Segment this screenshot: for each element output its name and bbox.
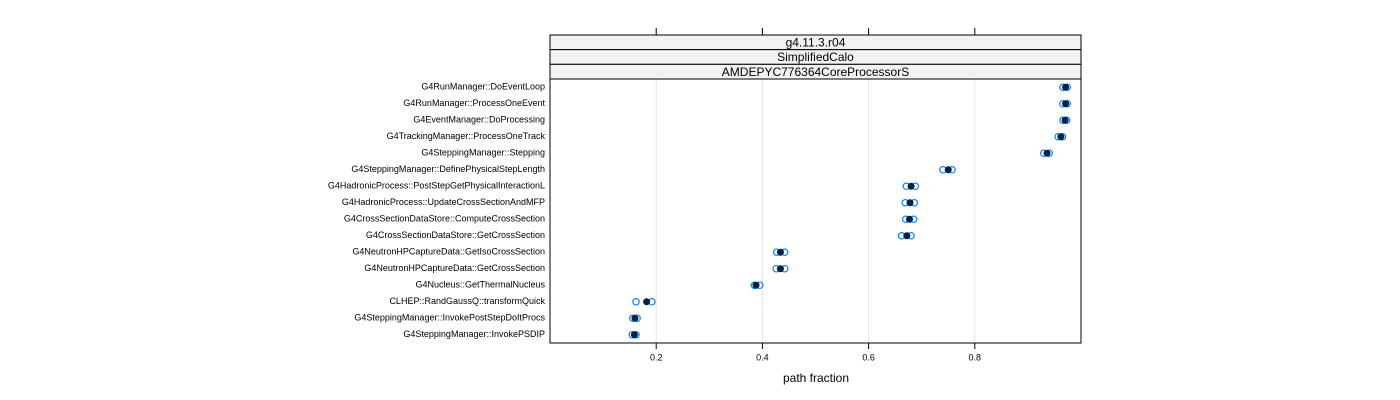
y-tick-label: G4SteppingManager::InvokePSDIP — [403, 329, 545, 339]
mean-point — [944, 166, 952, 174]
x-axis-label: path fraction — [783, 371, 849, 385]
mean-point — [752, 281, 760, 289]
y-tick-label: CLHEP::RandGaussQ::transformQuick — [389, 296, 545, 306]
y-tick-label: G4EventManager::DoProcessing — [413, 115, 545, 125]
y-tick-label: G4Nucleus::GetThermalNucleus — [415, 280, 545, 290]
mean-point — [1062, 100, 1070, 108]
y-tick-label: G4NeutronHPCaptureData::GetCrossSection — [364, 263, 545, 273]
x-tick-label: 0.2 — [650, 352, 663, 362]
y-tick-label: G4SteppingManager::Stepping — [421, 148, 545, 158]
mean-point — [776, 265, 784, 273]
x-tick-label: 0.6 — [862, 352, 875, 362]
mean-point — [1062, 83, 1070, 91]
y-tick-label: G4SteppingManager::InvokePostStepDoItPro… — [354, 313, 545, 323]
mean-point — [905, 215, 913, 223]
y-tick-label: G4SteppingManager::DefinePhysicalStepLen… — [351, 164, 545, 174]
y-tick-label: G4HadronicProcess::UpdateCrossSectionAnd… — [342, 197, 545, 207]
mean-point — [906, 199, 914, 207]
y-tick-label: G4CrossSectionDataStore::ComputeCrossSec… — [344, 214, 545, 224]
x-tick-label: 0.8 — [969, 352, 982, 362]
strip-label: AMDEPYC776364CoreProcessorS — [722, 65, 909, 79]
y-tick-label: G4CrossSectionDataStore::GetCrossSection — [366, 230, 545, 240]
mean-point — [631, 314, 639, 322]
mean-point — [1061, 116, 1069, 124]
strip-label: g4.11.3.r04 — [786, 36, 846, 50]
x-tick-label: 0.4 — [756, 352, 769, 362]
y-tick-label: G4TrackingManager::ProcessOneTrack — [387, 131, 546, 141]
y-tick-label: G4NeutronHPCaptureData::GetIsoCrossSecti… — [352, 247, 545, 257]
y-tick-label: G4HadronicProcess::PostStepGetPhysicalIn… — [328, 181, 545, 191]
mean-point — [907, 182, 915, 190]
panel-frame — [549, 78, 1082, 344]
strip-label: SimplifiedCalo — [777, 50, 854, 64]
mean-point — [1043, 149, 1051, 157]
mean-point — [1057, 133, 1065, 141]
y-tick-label: G4RunManager::ProcessOneEvent — [403, 98, 545, 108]
mean-point — [643, 298, 651, 306]
run-point — [632, 297, 640, 306]
y-tick-label: G4RunManager::DoEventLoop — [421, 82, 545, 92]
mean-point — [903, 232, 911, 240]
mean-point — [630, 331, 638, 339]
mean-point — [776, 248, 784, 256]
